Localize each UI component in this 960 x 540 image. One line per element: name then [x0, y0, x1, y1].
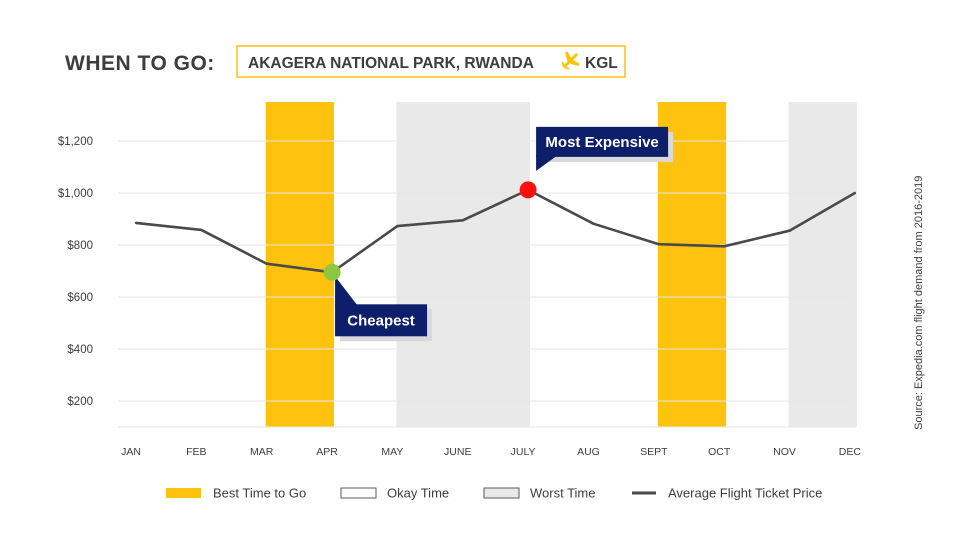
x-tick-label: OCT — [708, 446, 731, 458]
x-tick-label: JAN — [121, 446, 141, 458]
data-point — [722, 245, 726, 248]
y-tick-label: $600 — [67, 292, 93, 304]
data-point — [134, 221, 138, 225]
x-tick-label: FEB — [186, 446, 206, 458]
x-tick-label: JUNE — [444, 446, 471, 458]
legend-label: Worst Time — [530, 486, 596, 501]
cheapest-marker — [323, 263, 341, 281]
callout-pointer — [536, 154, 559, 171]
x-tick-label: NOV — [773, 446, 796, 458]
callout-label-most-expensive: Most Expensive — [545, 134, 658, 151]
x-tick-label: DEC — [839, 446, 862, 458]
data-point — [265, 262, 268, 265]
legend-swatch-best — [166, 488, 201, 498]
y-tick-label: $1,000 — [58, 188, 93, 200]
callout-box-most-expensive — [536, 126, 669, 157]
chart-title: WHEN TO GO: — [65, 52, 215, 75]
most-expensive-marker — [519, 181, 537, 199]
y-tick-label: $800 — [67, 240, 93, 252]
x-tick-label: MAR — [250, 446, 274, 458]
data-point — [200, 228, 203, 232]
x-tick-label: MAY — [381, 446, 403, 458]
callout-box-cheapest — [335, 304, 428, 337]
data-point — [853, 191, 857, 195]
data-point — [592, 222, 595, 225]
data-point — [396, 224, 399, 228]
airplane-icon — [561, 51, 580, 70]
band-worst-1 — [396, 102, 531, 427]
x-tick-label: APR — [316, 446, 338, 458]
legend-swatch-okay — [340, 487, 377, 499]
chart-subtitle-airport: KGL — [585, 55, 618, 72]
legend-label: Best Time to Go — [213, 486, 306, 501]
y-tick-label: $200 — [67, 396, 93, 408]
legend-swatch-worst — [483, 487, 520, 499]
y-tick-label: $400 — [67, 344, 93, 356]
legend-label: Average Flight Ticket Price — [668, 486, 822, 501]
legend-label: Okay Time — [387, 486, 449, 501]
title-box — [236, 45, 626, 78]
data-point — [461, 219, 464, 222]
x-tick-label: AUG — [577, 446, 600, 458]
y-tick-label: $1,200 — [58, 136, 93, 148]
band-worst-3 — [788, 102, 857, 427]
callout-pointer — [335, 276, 359, 307]
x-tick-label: JULY — [511, 446, 536, 458]
chart-subtitle-place: AKAGERA NATIONAL PARK, RWANDA — [248, 55, 534, 72]
data-point — [657, 243, 660, 246]
source-note: Source: Expedia.com flight demand from 2… — [913, 176, 925, 430]
data-point — [788, 229, 791, 232]
series-line-average-flight-ticket-price — [135, 188, 856, 274]
x-tick-label: SEPT — [640, 446, 668, 458]
callout-label-cheapest: Cheapest — [347, 312, 415, 329]
